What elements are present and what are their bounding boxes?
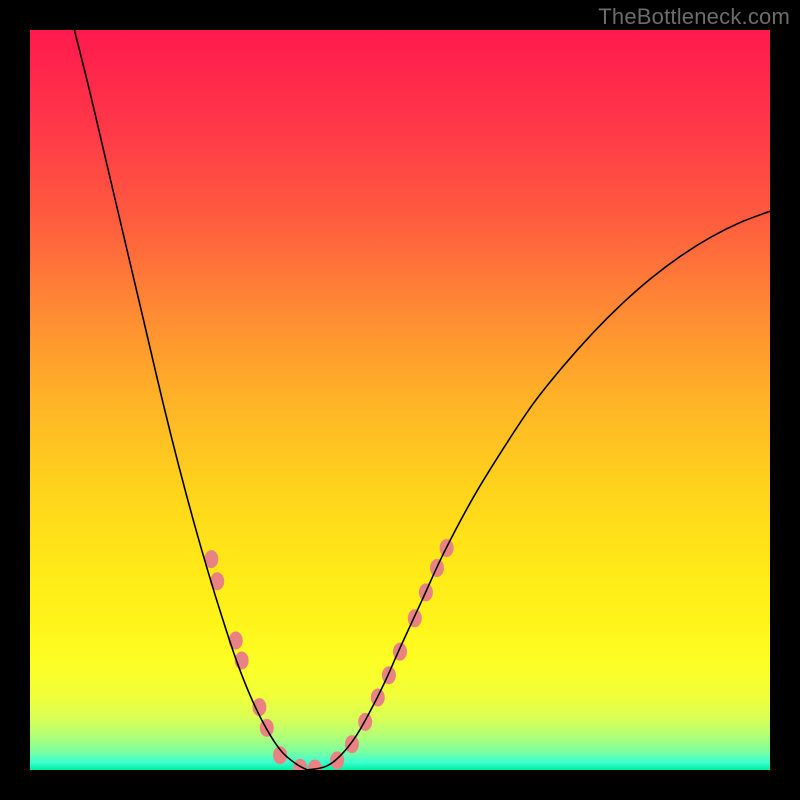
curve-svg bbox=[30, 30, 770, 770]
plot-area bbox=[30, 30, 770, 770]
marker-point bbox=[229, 632, 243, 650]
chart-container: TheBottleneck.com bbox=[0, 0, 800, 800]
watermark-text: TheBottleneck.com bbox=[598, 4, 790, 30]
marker-point bbox=[382, 666, 396, 684]
marker-point bbox=[345, 735, 359, 753]
